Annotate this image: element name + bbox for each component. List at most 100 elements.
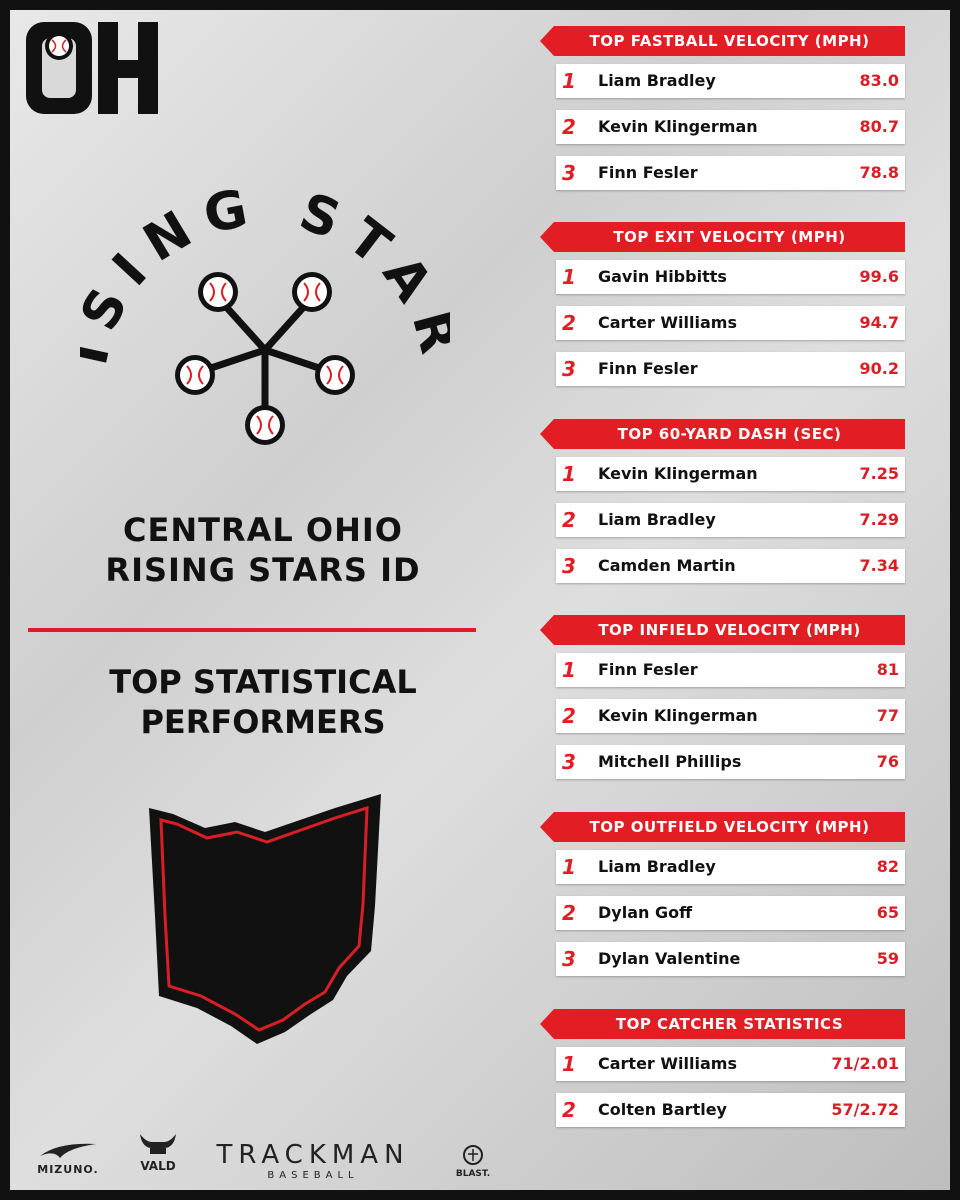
vald-logo: VALD: [128, 1130, 188, 1173]
leaderboard-row: 1 Finn Fesler 81: [556, 653, 905, 687]
rank: 1: [562, 658, 576, 682]
player-name: Gavin Hibbitts: [598, 267, 727, 286]
rank: 2: [562, 508, 576, 532]
trackman-label: TRACKMAN: [216, 1140, 410, 1170]
viking-helmet-icon: [140, 1134, 176, 1154]
rank: 3: [562, 161, 576, 185]
rank: 2: [562, 901, 576, 925]
board-outfield-velocity: TOP OUTFIELD VELOCITY (MPH) 1 Liam Bradle…: [540, 812, 905, 988]
rank: 1: [562, 265, 576, 289]
stat-value: 94.7: [859, 313, 899, 332]
board-fastball-velocity: TOP FASTBALL VELOCITY (MPH) 1 Liam Bradle…: [540, 26, 905, 202]
mizuno-label: MIZUNO.: [37, 1163, 99, 1176]
sponsor-bar: MIZUNO. VALD TRACKMAN BASEBALL BLAST.: [28, 1130, 508, 1190]
leaderboard-row: 3 Dylan Valentine 59: [556, 942, 905, 976]
stat-value: 7.29: [859, 510, 899, 529]
section-title-line1: TOP STATISTICAL: [109, 663, 417, 701]
board-catcher-statistics: TOP CATCHER STATISTICS 1 Carter Williams 7…: [540, 1009, 905, 1139]
player-name: Mitchell Phillips: [598, 752, 742, 771]
rank: 1: [562, 855, 576, 879]
board-title: TOP OUTFIELD VELOCITY (MPH): [540, 812, 905, 842]
rank: 1: [562, 462, 576, 486]
board-infield-velocity: TOP INFIELD VELOCITY (MPH) 1 Finn Fesler 8…: [540, 615, 905, 791]
stat-value: 7.34: [859, 556, 899, 575]
leaderboard-row: 3 Finn Fesler 78.8: [556, 156, 905, 190]
player-name: Kevin Klingerman: [598, 706, 758, 725]
board-title: TOP EXIT VELOCITY (MPH): [540, 222, 905, 252]
trackman-logo: TRACKMAN BASEBALL: [198, 1140, 428, 1181]
player-name: Liam Bradley: [598, 857, 716, 876]
player-name: Dylan Valentine: [598, 949, 741, 968]
mizuno-runbird-icon: [40, 1143, 96, 1158]
player-name: Finn Fesler: [598, 660, 698, 679]
stat-value: 99.6: [859, 267, 899, 286]
rank: 2: [562, 115, 576, 139]
rank: 3: [562, 554, 576, 578]
stat-value: 78.8: [859, 163, 899, 182]
stat-value: 57/2.72: [831, 1100, 899, 1119]
player-name: Carter Williams: [598, 1054, 737, 1073]
leaderboard-row: 1 Gavin Hibbitts 99.6: [556, 260, 905, 294]
leaderboard-row: 2 Colten Bartley 57/2.72: [556, 1093, 905, 1127]
blast-logo: BLAST.: [453, 1144, 493, 1179]
leaderboard-row: 2 Kevin Klingerman 77: [556, 699, 905, 733]
board-title: TOP FASTBALL VELOCITY (MPH): [540, 26, 905, 56]
leaderboard-row: 1 Liam Bradley 83.0: [556, 64, 905, 98]
stat-value: 65: [876, 903, 899, 922]
ohio-map-icon: [149, 794, 381, 1044]
leaderboard-row: 3 Mitchell Phillips 76: [556, 745, 905, 779]
board-title: TOP CATCHER STATISTICS: [540, 1009, 905, 1039]
stat-value: 77: [876, 706, 899, 725]
vald-label: VALD: [140, 1159, 176, 1173]
event-title-line2: RISING STARS ID: [105, 551, 421, 589]
stat-value: 71/2.01: [831, 1054, 899, 1073]
blast-label: BLAST.: [455, 1169, 491, 1179]
player-name: Camden Martin: [598, 556, 736, 575]
rank: 2: [562, 311, 576, 335]
mizuno-logo: MIZUNO.: [28, 1140, 108, 1176]
leaderboard-row: 1 Carter Williams 71/2.01: [556, 1047, 905, 1081]
player-name: Liam Bradley: [598, 71, 716, 90]
rank: 1: [562, 1052, 576, 1076]
stat-value: 90.2: [859, 359, 899, 378]
stat-value: 7.25: [859, 464, 899, 483]
svg-text:RISING STARS: RISING STARS: [80, 170, 450, 373]
section-title-line2: PERFORMERS: [140, 703, 386, 741]
stat-value: 82: [876, 857, 899, 876]
trackman-sub-label: BASEBALL: [267, 1170, 359, 1181]
leaderboard-row: 2 Dylan Goff 65: [556, 896, 905, 930]
blast-icon: [463, 1145, 483, 1165]
rank: 1: [562, 69, 576, 93]
oh-logo: [26, 22, 158, 114]
board-title: TOP 60-YARD DASH (SEC): [540, 419, 905, 449]
leaderboard-row: 1 Kevin Klingerman 7.25: [556, 457, 905, 491]
divider: [28, 628, 476, 632]
player-name: Finn Fesler: [598, 163, 698, 182]
event-title: CENTRAL OHIO RISING STARS ID: [28, 510, 498, 590]
rank: 3: [562, 750, 576, 774]
player-name: Kevin Klingerman: [598, 117, 758, 136]
player-name: Carter Williams: [598, 313, 737, 332]
leaderboard-row: 3 Finn Fesler 90.2: [556, 352, 905, 386]
player-name: Finn Fesler: [598, 359, 698, 378]
player-name: Kevin Klingerman: [598, 464, 758, 483]
leaderboard-row: 3 Camden Martin 7.34: [556, 549, 905, 583]
stat-value: 59: [876, 949, 899, 968]
stat-value: 80.7: [859, 117, 899, 136]
board-title: TOP INFIELD VELOCITY (MPH): [540, 615, 905, 645]
board-60-yard-dash: TOP 60-YARD DASH (SEC) 1 Kevin Klingerman…: [540, 419, 905, 595]
player-name: Liam Bradley: [598, 510, 716, 529]
player-name: Dylan Goff: [598, 903, 693, 922]
rank: 3: [562, 947, 576, 971]
stat-value: 83.0: [859, 71, 899, 90]
event-title-line1: CENTRAL OHIO: [123, 511, 403, 549]
rank: 3: [562, 357, 576, 381]
player-name: Colten Bartley: [598, 1100, 727, 1119]
leaderboard-row: 1 Liam Bradley 82: [556, 850, 905, 884]
board-exit-velocity: TOP EXIT VELOCITY (MPH) 1 Gavin Hibbitts 9…: [540, 222, 905, 398]
stat-value: 76: [876, 752, 899, 771]
section-title: TOP STATISTICAL PERFORMERS: [28, 662, 498, 742]
leaderboard-row: 2 Kevin Klingerman 80.7: [556, 110, 905, 144]
leaderboard-row: 2 Liam Bradley 7.29: [556, 503, 905, 537]
leaderboard-row: 2 Carter Williams 94.7: [556, 306, 905, 340]
